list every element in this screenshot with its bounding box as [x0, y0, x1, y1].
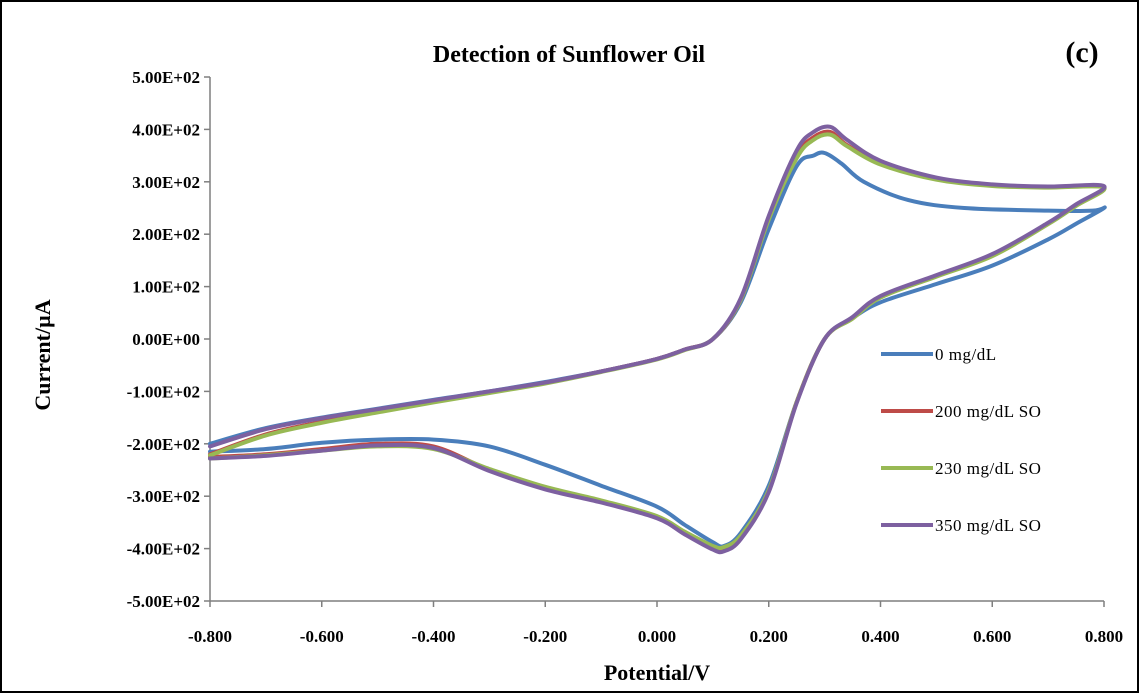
legend: 0 mg/dL 200 mg/dL SO 230 mg/dL SO 350 mg/dL…	[881, 345, 1041, 535]
y-tick-label: 2.00E+02	[132, 225, 200, 244]
x-tick-label: 0.200	[750, 627, 788, 646]
y-tick-label: 5.00E+02	[132, 68, 200, 87]
y-tick-label: -5.00E+02	[127, 592, 200, 611]
x-tick-label: -0.200	[523, 627, 567, 646]
legend-label-2: 230 mg/dL SO	[935, 459, 1041, 478]
y-tick-label: -2.00E+02	[127, 435, 200, 454]
series-lines	[208, 124, 1107, 555]
y-tick-label: -3.00E+02	[127, 487, 200, 506]
x-tick-label: -0.800	[188, 627, 232, 646]
y-tick-label: 3.00E+02	[132, 173, 200, 192]
x-axis-ticks: -0.800 -0.600 -0.400 -0.200 0.000 0.200 0.400 0…	[188, 601, 1123, 646]
x-tick-label: 0.800	[1085, 627, 1123, 646]
panel-label: (c)	[1065, 36, 1098, 69]
chart-title: Detection of Sunflower Oil	[433, 42, 706, 68]
series-line-3	[208, 124, 1107, 555]
x-tick-label: 0.000	[638, 627, 676, 646]
y-axis-ticks: 5.00E+02 4.00E+02 3.00E+02 2.00E+02 1.00E+02…	[127, 68, 210, 611]
x-tick-label: -0.600	[300, 627, 344, 646]
y-tick-label: 1.00E+02	[132, 278, 200, 297]
x-tick-label: -0.400	[412, 627, 456, 646]
legend-label-3: 350 mg/dL SO	[935, 516, 1041, 535]
series-line-1	[208, 129, 1107, 552]
y-tick-label: 0.00E+00	[132, 330, 200, 349]
x-axis-label: Potential/V	[604, 660, 710, 685]
x-tick-label: 0.400	[861, 627, 899, 646]
series-line-2	[208, 132, 1107, 551]
y-axis-label: Current/µA	[30, 299, 55, 410]
legend-label-1: 200 mg/dL SO	[935, 402, 1041, 421]
x-tick-label: 0.600	[973, 627, 1011, 646]
legend-label-0: 0 mg/dL	[935, 345, 997, 364]
y-tick-label: -1.00E+02	[127, 382, 200, 401]
y-tick-label: -4.00E+02	[127, 540, 200, 559]
y-tick-label: 4.00E+02	[132, 120, 200, 139]
